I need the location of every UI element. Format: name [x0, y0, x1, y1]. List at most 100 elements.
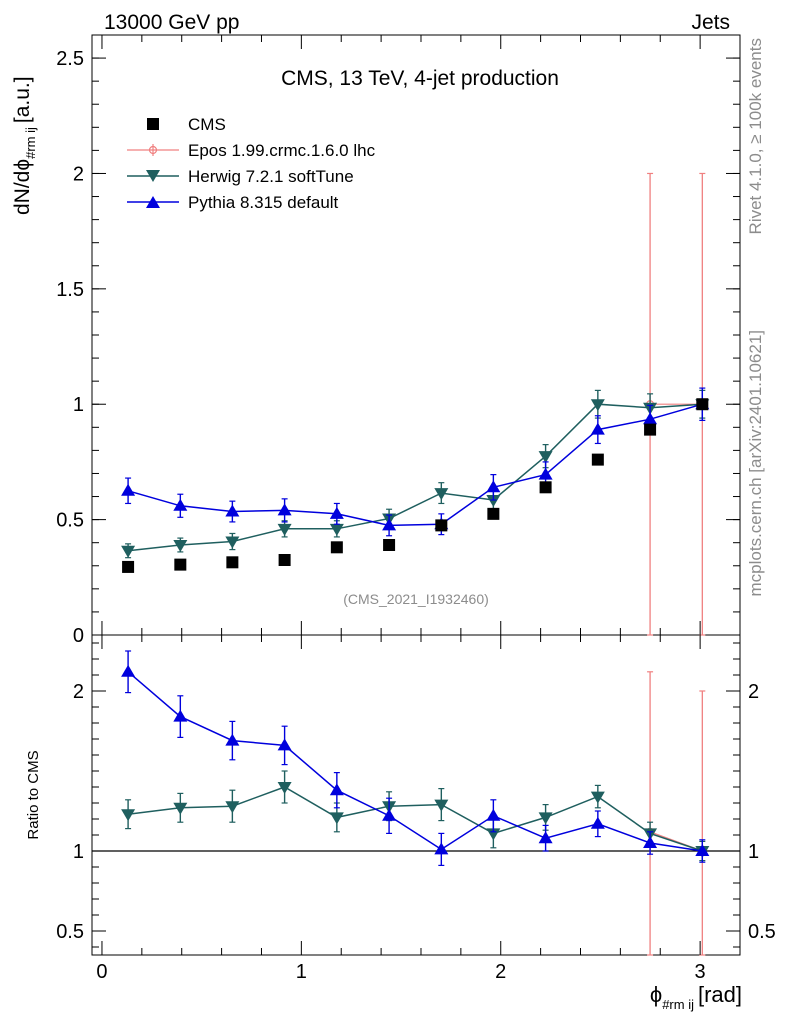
x-axis-label: ϕ#rm ij [rad] — [650, 982, 742, 1012]
ratio-point-pythia — [382, 808, 397, 821]
main-point-cms — [278, 554, 291, 566]
main-point-cms — [435, 519, 448, 532]
ratio-point-pythia — [434, 842, 449, 855]
main-ytick-label: 1 — [73, 394, 84, 416]
main-point-pythia — [329, 506, 344, 519]
main-point-herwig — [538, 451, 553, 464]
ratio-point-pythia — [225, 733, 240, 746]
x-tick-label: 0 — [96, 961, 107, 983]
legend-marker-pythia — [146, 196, 160, 208]
main-point-cms — [591, 453, 604, 466]
rivet-label: Rivet 4.1.0, ≥ 100k events — [746, 38, 765, 234]
ratio-ytick-label-right: 1 — [748, 841, 759, 863]
ratio-point-pythia — [590, 816, 605, 829]
ratio-panel-frame — [91, 634, 741, 956]
main-point-herwig — [173, 540, 188, 552]
ratio-ytick-label: 1 — [73, 841, 84, 863]
main-point-pythia — [173, 498, 188, 511]
ratio-ytick-label-right: 0.5 — [748, 921, 776, 943]
main-point-cms — [383, 539, 396, 551]
header-left: 13000 GeV pp — [104, 11, 239, 34]
svg-text:dN/dϕ#rm ij[a.u.]: dN/dϕ#rm ij [a.u.] — [11, 76, 38, 215]
ratio-point-herwig — [225, 801, 240, 814]
ratio-point-pythia — [643, 836, 658, 848]
x-tick-label: 1 — [296, 961, 307, 983]
main-point-pythia — [277, 503, 292, 516]
main-point-cms — [122, 560, 135, 573]
ratio-line-herwig — [128, 786, 703, 852]
axes: 0 0.5 1 1.5 2 2.5 0.5 0.5 1 1 2 2 0 1 2 3 — [56, 35, 776, 983]
ratio-point-pythia — [695, 844, 710, 856]
main-plot-area — [121, 172, 710, 636]
main-point-herwig — [121, 545, 136, 558]
ratio-point-pythia — [486, 808, 501, 821]
main-point-herwig — [277, 523, 292, 536]
ratio-point-herwig — [434, 799, 449, 812]
xlabel-sub: #rm ij — [662, 997, 694, 1012]
main-point-cms — [487, 507, 500, 520]
mcplots-label: mcplots.cern.ch [arXiv:2401.10621] — [746, 330, 765, 596]
xlabel-main: ϕ — [650, 982, 662, 1007]
main-line-pythia — [127, 403, 703, 527]
ratio-point-herwig — [538, 812, 553, 825]
main-point-cms — [226, 556, 239, 569]
legend-label-epos: Epos 1.99.crmc.1.6.0 lhc — [188, 141, 376, 160]
main-point-pythia — [382, 518, 397, 531]
ratio-ytick-label-right: 2 — [748, 681, 759, 703]
x-tick-label: 2 — [495, 961, 506, 983]
main-point-cms — [539, 481, 552, 494]
main-point-cms — [330, 541, 343, 554]
main-point-herwig — [590, 399, 605, 412]
main-point-herwig — [486, 495, 501, 507]
main-point-cms — [696, 398, 709, 411]
main-point-cms — [174, 558, 187, 571]
legend-label-pythia: Pythia 8.315 default — [188, 193, 339, 212]
watermark: (CMS_2021_I1932460) — [343, 591, 489, 607]
ratio-point-pythia — [173, 709, 188, 722]
ratio-point-herwig — [121, 809, 136, 822]
ratio-point-pythia — [277, 738, 292, 751]
legend: CMS Epos 1.99.crmc.1.6.0 lhc Herwig 7.2.… — [127, 115, 376, 212]
ratio-point-pythia — [538, 831, 553, 844]
main-ytick-label: 1.5 — [56, 279, 84, 301]
legend-label-cms: CMS — [188, 115, 226, 134]
ratio-plot-area — [92, 650, 740, 956]
ratio-point-herwig — [173, 802, 188, 815]
legend-entry-cms: CMS — [147, 115, 226, 134]
main-point-pythia — [643, 412, 658, 425]
legend-marker-cms — [147, 118, 159, 130]
main-point-herwig — [329, 523, 344, 536]
legend-label-herwig: Herwig 7.2.1 softTune — [188, 167, 354, 186]
ratio-ytick-label: 2 — [73, 681, 84, 703]
main-ytick-label: 0 — [73, 625, 84, 647]
main-ytick-label: 2 — [73, 163, 84, 185]
legend-marker-herwig — [146, 170, 160, 182]
ylabel-main: dN/dϕ — [11, 159, 34, 215]
x-tick-label: 3 — [695, 961, 706, 983]
main-point-pythia — [225, 504, 240, 517]
chart-title: CMS, 13 TeV, 4-jet production — [281, 67, 559, 90]
main-point-pythia — [538, 467, 553, 480]
ratio-point-herwig — [329, 812, 344, 825]
legend-entry-herwig: Herwig 7.2.1 softTune — [127, 167, 354, 186]
main-point-cms — [644, 423, 657, 436]
main-point-pythia — [486, 480, 501, 493]
main-ylabel: dN/dϕ#rm ij [a.u.] — [11, 76, 38, 215]
ylabel-unit: [a.u.] — [11, 76, 34, 123]
svg-text:ϕ#rm ij[rad]: ϕ#rm ij [rad] — [650, 982, 742, 1012]
xlabel-unit: [rad] — [698, 982, 742, 1007]
main-ytick-label: 2.5 — [56, 48, 84, 70]
ratio-line-pythia — [127, 671, 703, 852]
header-right: Jets — [691, 11, 730, 34]
ratio-ytick-label: 0.5 — [56, 921, 84, 943]
main-point-pythia — [590, 422, 605, 435]
ylabel-sub: #rm ij — [23, 127, 38, 159]
main-point-herwig — [225, 536, 240, 549]
main-line-herwig — [128, 403, 703, 552]
ratio-point-pythia — [121, 664, 136, 677]
ratio-ylabel: Ratio to CMS — [25, 750, 42, 839]
main-ytick-label: 0.5 — [56, 510, 84, 532]
ratio-point-pythia — [329, 783, 344, 796]
main-point-pythia — [121, 483, 136, 496]
